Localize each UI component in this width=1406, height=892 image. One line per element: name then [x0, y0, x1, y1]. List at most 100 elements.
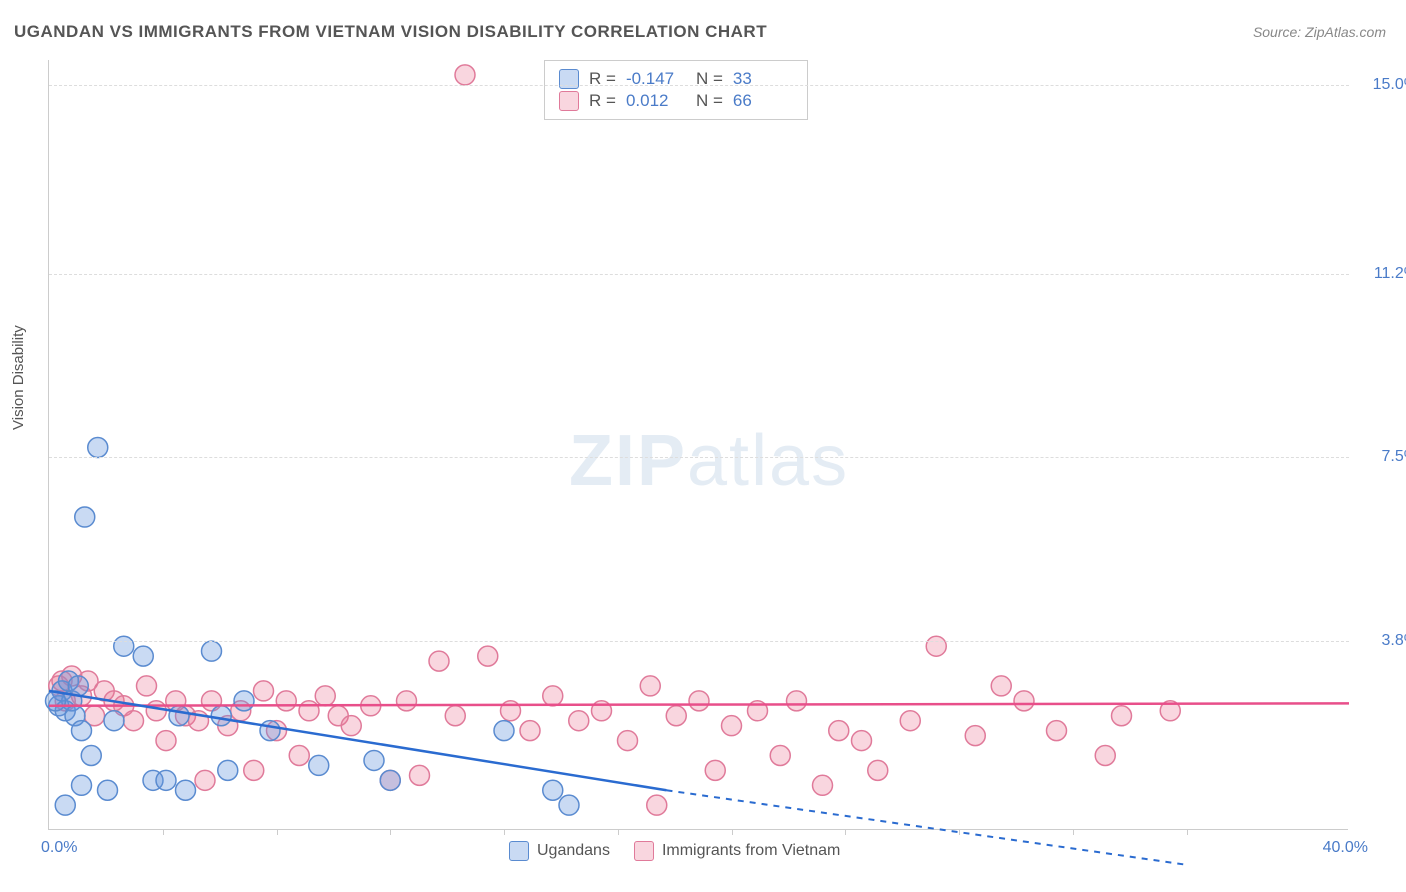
data-point: [299, 701, 319, 721]
data-point: [647, 795, 667, 815]
data-point: [543, 686, 563, 706]
data-point: [478, 646, 498, 666]
data-point: [276, 691, 296, 711]
x-tick: [390, 829, 391, 835]
data-point: [211, 706, 231, 726]
legend-swatch-blue: [559, 69, 579, 89]
legend-row-a: R = -0.147 N = 33: [559, 69, 793, 89]
chart-area: ZIPatlas R = -0.147 N = 33 R = 0.012 N =…: [48, 60, 1348, 830]
data-point: [72, 775, 92, 795]
data-point: [455, 65, 475, 85]
data-point: [445, 706, 465, 726]
data-point: [494, 721, 514, 741]
data-point: [868, 760, 888, 780]
data-point: [156, 770, 176, 790]
data-point: [543, 780, 563, 800]
data-point: [88, 437, 108, 457]
r-value-b: 0.012: [626, 91, 686, 111]
data-point: [852, 731, 872, 751]
data-point: [364, 750, 384, 770]
data-point: [309, 755, 329, 775]
r-value-a: -0.147: [626, 69, 686, 89]
data-point: [520, 721, 540, 741]
data-point: [260, 721, 280, 741]
data-point: [1047, 721, 1067, 741]
data-point: [156, 731, 176, 751]
data-point: [926, 636, 946, 656]
data-point: [410, 765, 430, 785]
data-point: [114, 636, 134, 656]
r-label-b: R =: [589, 91, 616, 111]
data-point: [380, 770, 400, 790]
plot-region: ZIPatlas R = -0.147 N = 33 R = 0.012 N =…: [48, 60, 1348, 830]
y-tick-label: 7.5%: [1382, 448, 1406, 466]
data-point: [75, 507, 95, 527]
data-point: [787, 691, 807, 711]
data-point: [1014, 691, 1034, 711]
y-tick-label: 3.8%: [1382, 632, 1406, 650]
data-point: [770, 745, 790, 765]
gridline: [49, 85, 1349, 86]
data-point: [244, 760, 264, 780]
data-point: [341, 716, 361, 736]
data-point: [666, 706, 686, 726]
legend-item-a: Ugandans: [509, 841, 610, 861]
data-point: [124, 711, 144, 731]
source-attribution: Source: ZipAtlas.com: [1253, 24, 1386, 40]
n-label-a: N =: [696, 69, 723, 89]
scatter-svg: [49, 60, 1349, 830]
legend-swatch-pink: [559, 91, 579, 111]
data-point: [705, 760, 725, 780]
data-point: [202, 641, 222, 661]
chart-title: UGANDAN VS IMMIGRANTS FROM VIETNAM VISIO…: [14, 22, 767, 42]
x-max-label: 40.0%: [1323, 839, 1368, 857]
data-point: [813, 775, 833, 795]
data-point: [618, 731, 638, 751]
data-point: [829, 721, 849, 741]
data-point: [1095, 745, 1115, 765]
data-point: [169, 706, 189, 726]
data-point: [1112, 706, 1132, 726]
x-tick: [1073, 829, 1074, 835]
x-min-label: 0.0%: [41, 839, 77, 857]
data-point: [81, 745, 101, 765]
data-point: [640, 676, 660, 696]
data-point: [289, 745, 309, 765]
x-tick: [1187, 829, 1188, 835]
data-point: [234, 691, 254, 711]
data-point: [397, 691, 417, 711]
r-label-a: R =: [589, 69, 616, 89]
data-point: [55, 795, 75, 815]
data-point: [722, 716, 742, 736]
x-tick: [277, 829, 278, 835]
data-point: [68, 676, 88, 696]
gridline: [49, 274, 1349, 275]
x-tick: [504, 829, 505, 835]
data-point: [137, 676, 157, 696]
data-point: [900, 711, 920, 731]
legend-label-b: Immigrants from Vietnam: [662, 842, 840, 860]
x-tick: [845, 829, 846, 835]
data-point: [72, 721, 92, 741]
legend-swatch-blue-2: [509, 841, 529, 861]
data-point: [569, 711, 589, 731]
data-point: [254, 681, 274, 701]
data-point: [218, 760, 238, 780]
legend-row-b: R = 0.012 N = 66: [559, 91, 793, 111]
data-point: [176, 780, 196, 800]
correlation-legend: R = -0.147 N = 33 R = 0.012 N = 66: [544, 60, 808, 120]
n-label-b: N =: [696, 91, 723, 111]
legend-label-a: Ugandans: [537, 842, 610, 860]
x-tick: [163, 829, 164, 835]
y-axis-label: Vision Disability: [10, 325, 27, 430]
data-point: [689, 691, 709, 711]
n-value-a: 33: [733, 69, 793, 89]
data-point: [195, 770, 215, 790]
series-legend: Ugandans Immigrants from Vietnam: [509, 841, 840, 861]
data-point: [965, 726, 985, 746]
y-tick-label: 15.0%: [1373, 76, 1406, 94]
gridline: [49, 457, 1349, 458]
x-tick: [959, 829, 960, 835]
x-tick: [732, 829, 733, 835]
data-point: [146, 701, 166, 721]
